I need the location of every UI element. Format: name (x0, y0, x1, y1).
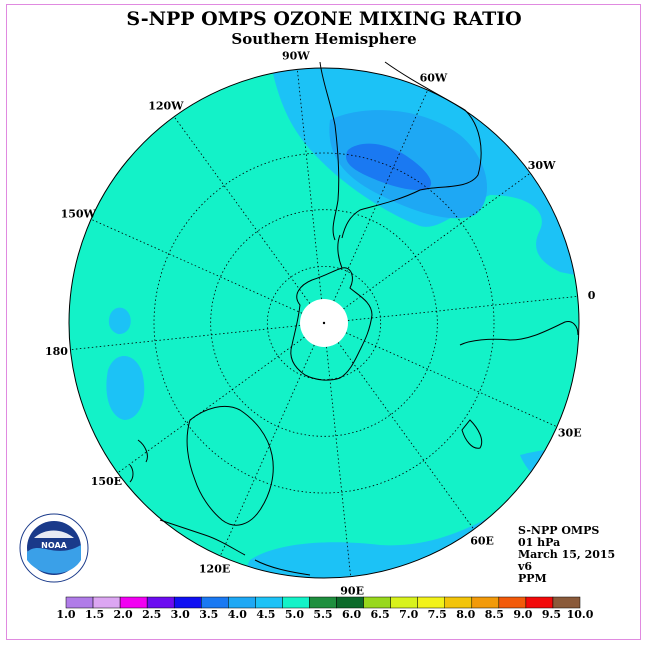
longitude-labels: 90W 60W 30W 0 30E 60E 90E 120E 150E 180 150W 120W (45, 49, 596, 597)
longitude-label: 150E (91, 475, 122, 488)
colorbar-tick-label: 3.5 (199, 608, 218, 621)
colorbar-tick-label: 9.0 (513, 608, 532, 621)
longitude-label: 150W (61, 208, 97, 221)
longitude-label: 60E (470, 535, 494, 548)
info-units: PPM (518, 572, 547, 585)
colorbar-swatch (92, 596, 121, 609)
colorbar-tick-label: 9.5 (542, 608, 561, 621)
colorbar-tick-label: 2.5 (142, 608, 161, 621)
colorbar-tick-label: 4.0 (228, 608, 247, 621)
colorbar-tick-label: 1.5 (85, 608, 104, 621)
colorbar-swatch (201, 596, 229, 609)
noaa-logo: NOAA (19, 513, 89, 583)
svg-text:NOAA: NOAA (41, 541, 67, 550)
coast-antarctic-peninsula (337, 234, 343, 269)
map-title: S-NPP OMPS OZONE MIXING RATIO (126, 8, 522, 30)
colorbar-tick-label: 5.5 (313, 608, 332, 621)
ozone-contour-4-0-patch-small (108, 307, 131, 335)
colorbar-tick-label: 3.0 (171, 608, 190, 621)
longitude-label: 120W (148, 99, 184, 112)
colorbar-tick-label: 8.0 (456, 608, 475, 621)
meridian-line (117, 336, 305, 474)
colorbar-swatch (363, 596, 391, 609)
meridian-line (173, 116, 311, 304)
latitude-circle (266, 265, 382, 381)
colorbar-tick-label: 7.0 (399, 608, 418, 621)
longitude-label: 0 (588, 289, 596, 302)
ozone-contour-3-0-band (345, 143, 432, 191)
colorbar-tick-label: 2.0 (114, 608, 133, 621)
longitude-label: 90W (282, 49, 310, 62)
meridian-line (296, 69, 322, 300)
colorbar-swatch (65, 596, 94, 609)
colorbar-swatch (146, 596, 175, 609)
colorbar-swatch (255, 596, 283, 609)
meridian-line (337, 342, 475, 530)
colorbar-swatch (390, 596, 418, 609)
map-boundary (68, 67, 580, 579)
meridian-line (326, 346, 352, 577)
coast-new-zealand (129, 439, 148, 483)
longitude-label: 90E (340, 585, 364, 598)
meridian-line (345, 332, 558, 428)
longitude-label: 30E (558, 426, 582, 439)
longitude-label: 60W (420, 71, 448, 84)
colorbar-tick-label: 1.0 (56, 608, 75, 621)
colorbar-tick-label: 8.5 (485, 608, 504, 621)
coast-africa (459, 321, 579, 449)
colorbar-tick-label: 10.0 (567, 608, 594, 621)
ozone-contour-4-0-patch-west (106, 355, 145, 420)
longitude-label: 30W (528, 159, 556, 172)
colorbar-swatch (525, 596, 554, 609)
meridian-line (343, 172, 531, 310)
colorbar-swatch (309, 596, 337, 609)
meridian-line (70, 325, 301, 351)
meridian-line (219, 344, 315, 557)
colorbar-swatch (498, 596, 527, 609)
map-subtitle: Southern Hemisphere (231, 30, 417, 48)
info-block: S-NPP OMPS 01 hPa March 15, 2015 v6 PPM (518, 525, 615, 585)
colorbar-swatch (471, 596, 500, 609)
colorbar-swatch (173, 596, 202, 609)
info-level: 01 hPa (518, 536, 561, 549)
meridian-line (333, 89, 429, 302)
meridian-line (90, 218, 303, 314)
info-version: v6 (518, 560, 533, 573)
latitude-circle (153, 152, 495, 494)
lat-lon-graticule (70, 69, 578, 577)
figure-frame (6, 4, 641, 640)
colorbar-swatch (336, 596, 364, 609)
colorbar-swatch (228, 596, 256, 609)
colorbar-tick-label: 7.5 (428, 608, 447, 621)
colorbar-swatch (417, 596, 445, 609)
longitude-label: 180 (45, 345, 68, 358)
info-instrument: S-NPP OMPS (518, 524, 600, 537)
colorbar-tick-label: 5.0 (285, 608, 304, 621)
colorbar-tick-label: 6.0 (342, 608, 361, 621)
latitude-circle (210, 209, 438, 437)
coast-australia (186, 405, 274, 526)
info-date: March 15, 2015 (518, 548, 616, 561)
coastlines (129, 61, 579, 576)
colorbar-swatch (444, 596, 473, 609)
colorbar-tick-label: 6.5 (371, 608, 390, 621)
colorbar-tick-label: 4.5 (256, 608, 275, 621)
longitude-label: 120E (199, 563, 230, 576)
colorbar-swatch (552, 596, 581, 609)
colorbar-swatch (282, 596, 310, 609)
coast-antarctica (290, 267, 373, 381)
south-pole-marker (322, 321, 326, 325)
meridian-line (347, 295, 578, 321)
coast-indonesia (159, 519, 311, 576)
colorbar-swatch (119, 596, 148, 609)
